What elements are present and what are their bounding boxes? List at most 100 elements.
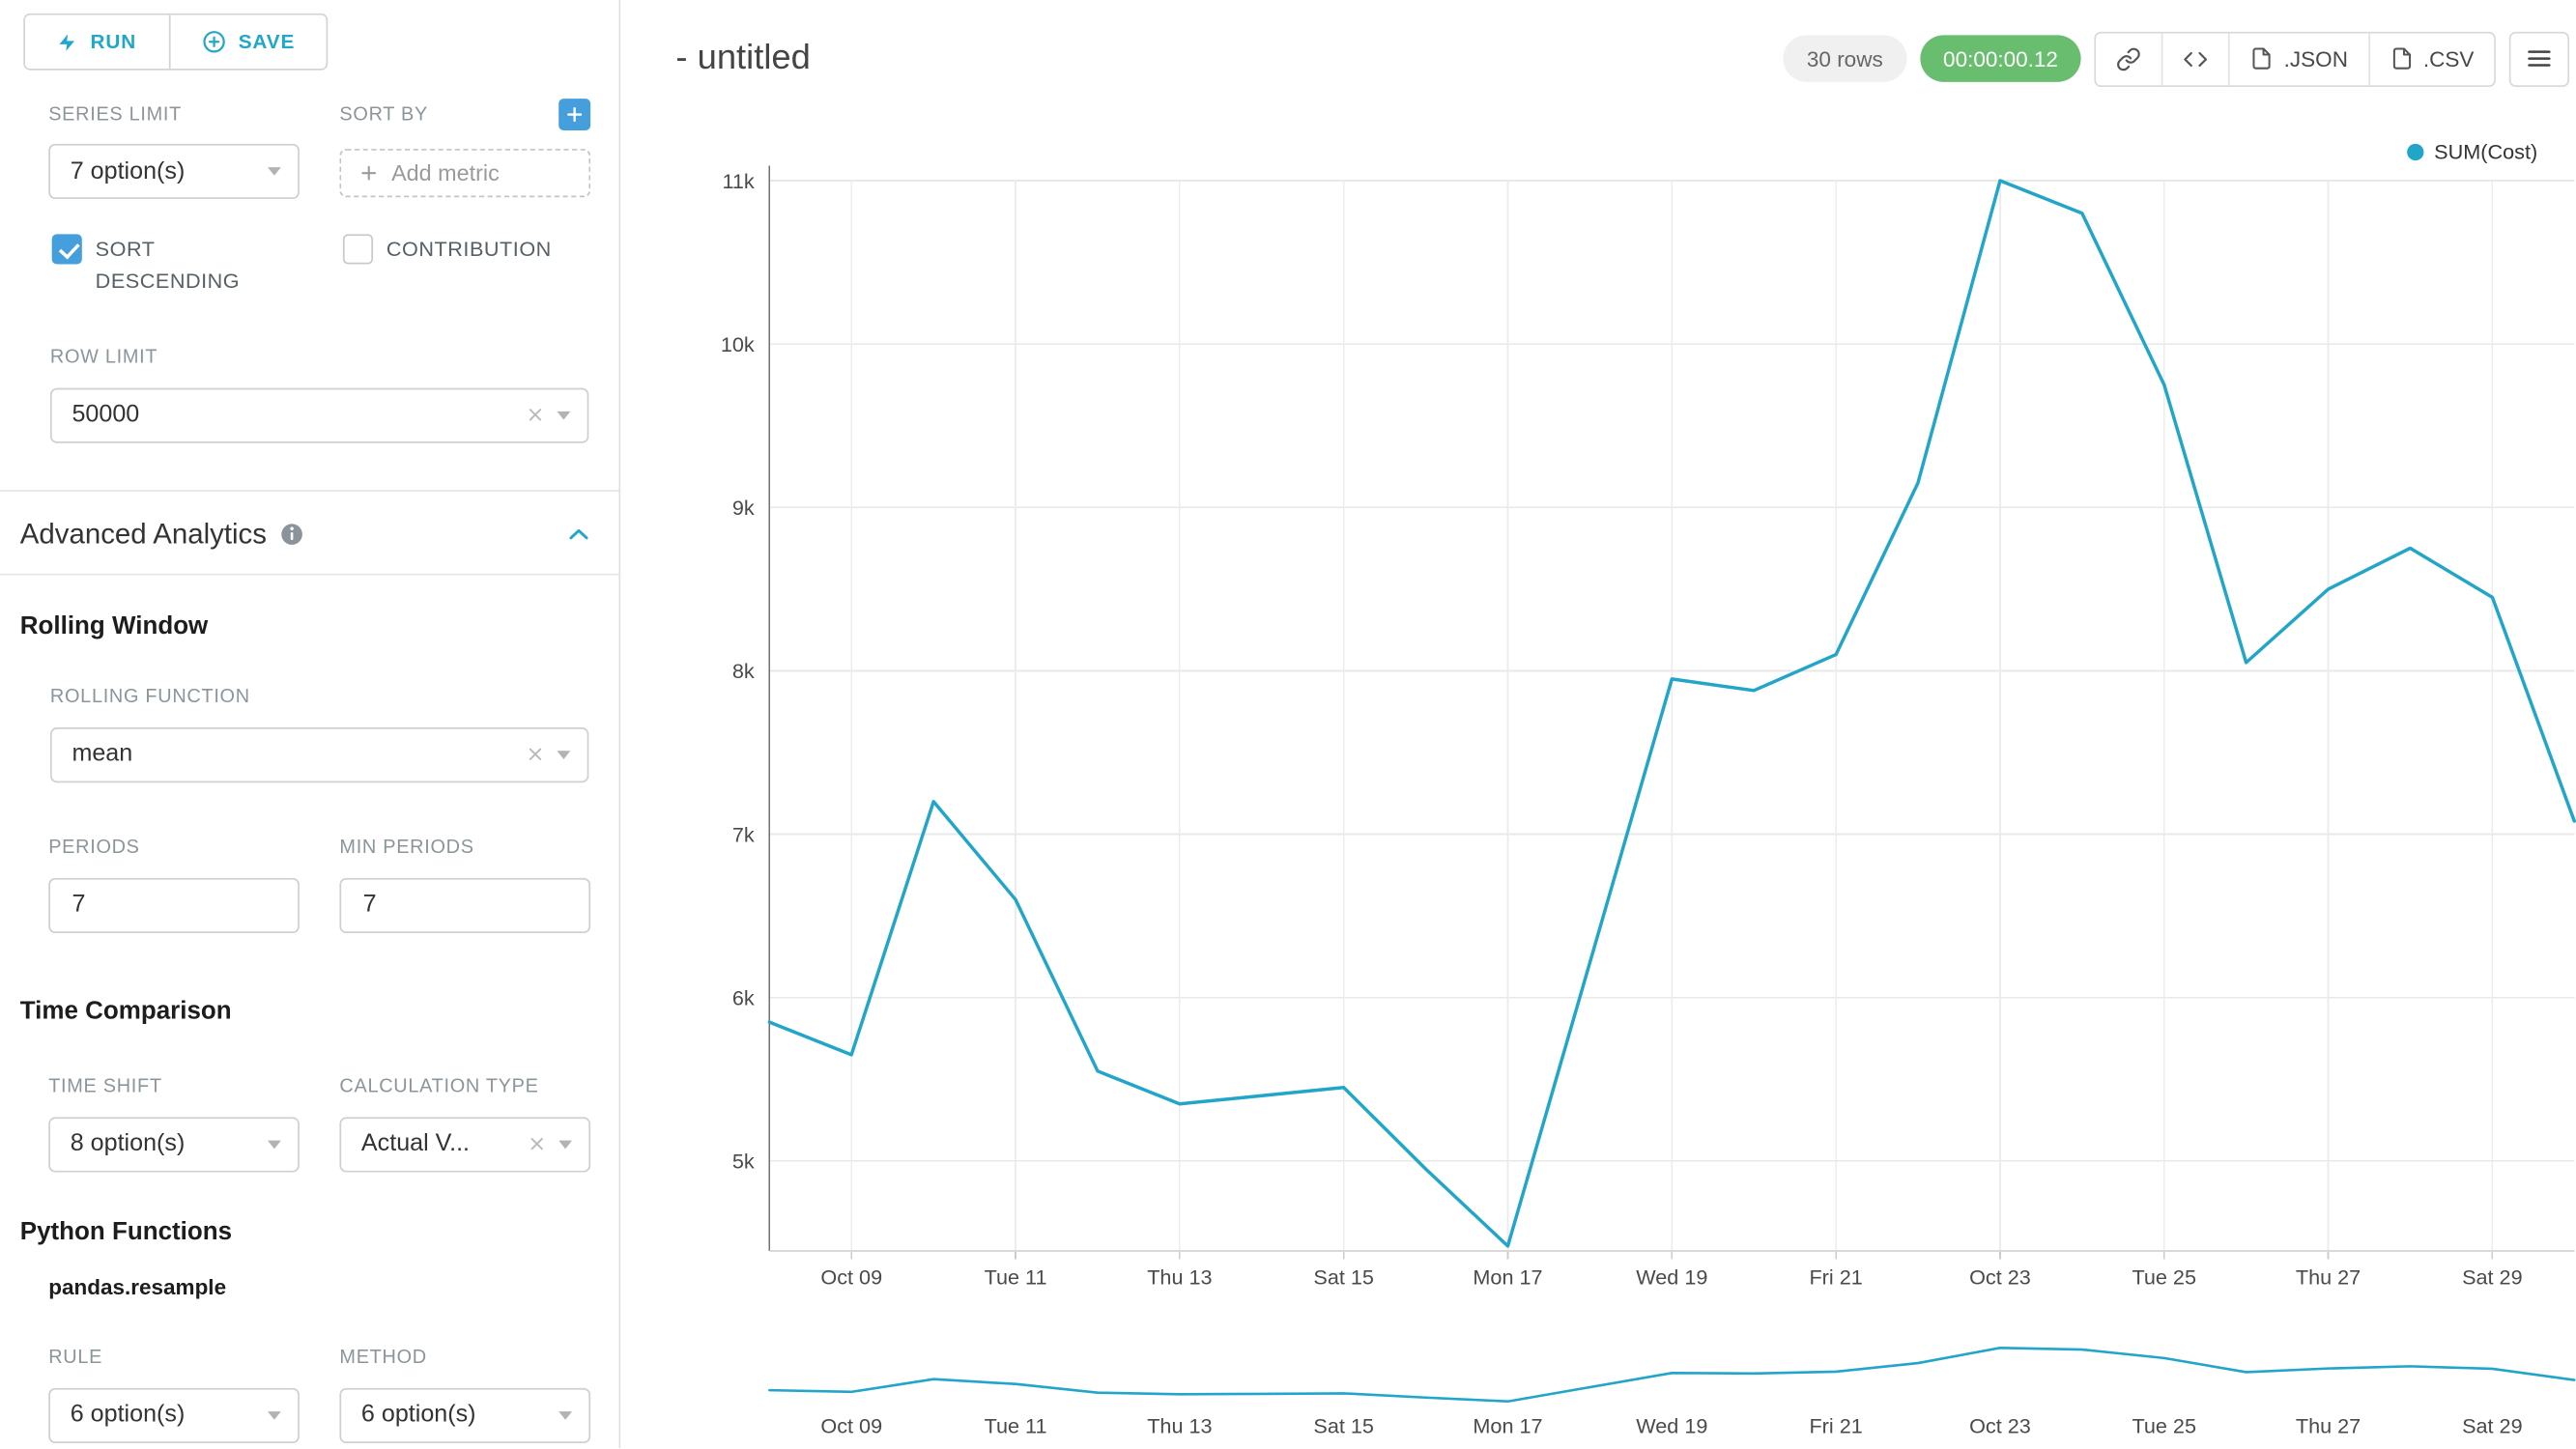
svg-text:Tue 11: Tue 11 bbox=[985, 1414, 1047, 1438]
chart-header: - untitled 30 rows 00:00:00.12 .JSON bbox=[620, 0, 2576, 117]
export-json-label: .JSON bbox=[2283, 45, 2348, 71]
chart-panel: - untitled 30 rows 00:00:00.12 .JSON bbox=[620, 0, 2576, 1449]
calculation-type-label: CALCULATION TYPE bbox=[339, 1076, 539, 1097]
clear-icon[interactable] bbox=[527, 1134, 547, 1154]
python-functions-title: Python Functions bbox=[19, 1216, 233, 1245]
svg-text:Tue 25: Tue 25 bbox=[2132, 1414, 2196, 1438]
svg-text:9k: 9k bbox=[732, 496, 755, 520]
method-select[interactable]: 6 option(s) bbox=[339, 1387, 591, 1443]
svg-text:Thu 27: Thu 27 bbox=[2296, 1414, 2361, 1438]
svg-text:Oct 23: Oct 23 bbox=[1969, 1414, 2031, 1438]
lightning-icon bbox=[59, 33, 75, 50]
legend-label: SUM(Cost) bbox=[2434, 140, 2538, 164]
add-metric-field[interactable]: Add metric bbox=[339, 149, 591, 198]
plus-icon bbox=[567, 107, 583, 123]
link-icon bbox=[2117, 46, 2141, 71]
save-button-label: SAVE bbox=[238, 30, 296, 54]
rolling-function-value: mean bbox=[72, 740, 133, 768]
svg-text:Sat 15: Sat 15 bbox=[1313, 1414, 1374, 1438]
chevron-down-icon bbox=[558, 1139, 573, 1149]
run-button[interactable]: RUN bbox=[24, 14, 168, 69]
rolling-window-title: Rolling Window bbox=[19, 611, 209, 640]
rule-label: RULE bbox=[48, 1348, 103, 1369]
export-json-button[interactable]: .JSON bbox=[2228, 32, 2368, 85]
calculation-type-value: Actual V... bbox=[360, 1130, 471, 1157]
export-button-group: .JSON .CSV bbox=[2095, 31, 2496, 87]
menu-button[interactable] bbox=[2508, 31, 2570, 87]
svg-text:11k: 11k bbox=[722, 169, 754, 193]
export-csv-label: .CSV bbox=[2422, 45, 2475, 71]
svg-text:Oct 09: Oct 09 bbox=[820, 1414, 882, 1438]
svg-text:Thu 13: Thu 13 bbox=[1147, 1265, 1212, 1290]
hamburger-menu-icon bbox=[2528, 50, 2551, 67]
chevron-down-icon bbox=[267, 1139, 281, 1149]
advanced-analytics-header: Advanced Analytics bbox=[20, 513, 592, 556]
row-limit-label: ROW LIMIT bbox=[49, 348, 158, 368]
method-value: 6 option(s) bbox=[360, 1401, 476, 1429]
periods-input[interactable] bbox=[48, 876, 300, 933]
svg-text:Tue 11: Tue 11 bbox=[985, 1265, 1047, 1290]
svg-text:5k: 5k bbox=[732, 1150, 755, 1174]
svg-text:Mon 17: Mon 17 bbox=[1473, 1414, 1542, 1438]
min-periods-label: MIN PERIODS bbox=[339, 838, 474, 859]
series-limit-select[interactable]: 7 option(s) bbox=[48, 143, 300, 200]
json-file-icon bbox=[2253, 47, 2272, 70]
svg-text:Thu 13: Thu 13 bbox=[1147, 1414, 1212, 1438]
series-limit-label: SERIES LIMIT bbox=[48, 104, 182, 125]
add-metric-placeholder: Add metric bbox=[391, 160, 500, 186]
export-csv-button[interactable]: .CSV bbox=[2367, 32, 2495, 85]
time-shift-select[interactable]: 8 option(s) bbox=[48, 1116, 300, 1172]
row-limit-select[interactable]: 50000 bbox=[49, 386, 589, 442]
svg-text:Sat 15: Sat 15 bbox=[1313, 1265, 1374, 1290]
advanced-analytics-title: Advanced Analytics bbox=[19, 517, 267, 550]
min-periods-input[interactable] bbox=[339, 876, 591, 933]
plus-circle-icon bbox=[202, 31, 224, 53]
rule-value: 6 option(s) bbox=[70, 1401, 186, 1429]
contribution-checkbox[interactable] bbox=[342, 234, 374, 265]
line-chart: 5k 6k 7k 8k 9k 10k 11k Oct 09 Tue 11 Thu 13 Sat 15… bbox=[721, 165, 2576, 1438]
svg-text:7k: 7k bbox=[732, 822, 755, 846]
svg-text:Oct 23: Oct 23 bbox=[1969, 1265, 2031, 1290]
method-label: METHOD bbox=[339, 1348, 427, 1369]
svg-text:Fri 21: Fri 21 bbox=[1809, 1265, 1862, 1290]
save-button[interactable]: SAVE bbox=[167, 14, 328, 69]
row-limit-value: 50000 bbox=[72, 401, 140, 429]
chevron-down-icon bbox=[267, 167, 281, 176]
svg-text:Wed 19: Wed 19 bbox=[1636, 1265, 1707, 1290]
chart-legend[interactable]: SUM(Cost) bbox=[2407, 140, 2538, 164]
time-shift-label: TIME SHIFT bbox=[48, 1076, 162, 1097]
svg-text:Oct 09: Oct 09 bbox=[820, 1265, 882, 1290]
svg-text:Sat 29: Sat 29 bbox=[2462, 1265, 2523, 1290]
run-save-button-group: RUN SAVE bbox=[23, 13, 329, 71]
chevron-down-icon bbox=[557, 411, 571, 419]
rolling-function-label: ROLLING FUNCTION bbox=[49, 687, 250, 708]
divider bbox=[0, 572, 619, 575]
code-icon bbox=[2184, 51, 2208, 67]
row-count-badge: 30 rows bbox=[1783, 35, 1906, 82]
run-button-label: RUN bbox=[90, 30, 137, 54]
sort-descending-label: SORT DESCENDING bbox=[95, 237, 241, 293]
svg-text:Tue 25: Tue 25 bbox=[2132, 1265, 2196, 1290]
sort-descending-checkbox[interactable] bbox=[51, 234, 82, 265]
control-panel-sidebar: RUN SAVE SERIES LIMIT 7 option(s) SORT B… bbox=[0, 0, 621, 1449]
calculation-type-select[interactable]: Actual V... bbox=[339, 1116, 591, 1172]
svg-text:Mon 17: Mon 17 bbox=[1473, 1265, 1542, 1290]
rule-select[interactable]: 6 option(s) bbox=[48, 1387, 300, 1443]
clear-icon[interactable] bbox=[526, 744, 546, 764]
clear-icon[interactable] bbox=[526, 405, 546, 425]
info-icon bbox=[280, 522, 305, 547]
chevron-down-icon bbox=[267, 1410, 281, 1419]
chevron-down-icon bbox=[558, 1410, 573, 1419]
add-sort-metric-button[interactable] bbox=[558, 99, 591, 131]
collapse-section-chevron-up-icon[interactable] bbox=[565, 521, 592, 548]
embed-code-button[interactable] bbox=[2161, 32, 2229, 85]
time-shift-value: 8 option(s) bbox=[70, 1130, 186, 1157]
svg-text:Thu 27: Thu 27 bbox=[2296, 1265, 2361, 1290]
copy-link-button[interactable] bbox=[2096, 32, 2162, 85]
legend-dot-icon bbox=[2407, 143, 2424, 161]
chart-title[interactable]: - untitled bbox=[675, 38, 811, 77]
sort-by-label: SORT BY bbox=[339, 104, 428, 125]
rolling-function-select[interactable]: mean bbox=[49, 726, 589, 782]
svg-text:Sat 29: Sat 29 bbox=[2462, 1414, 2523, 1438]
